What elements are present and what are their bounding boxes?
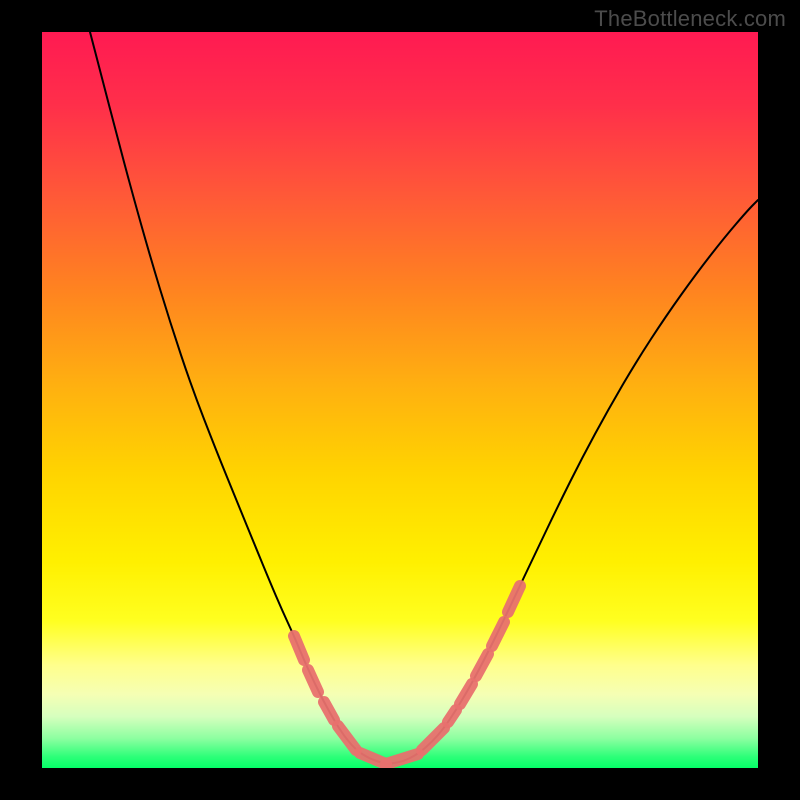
trough-segment [448, 710, 456, 722]
plot-area [42, 32, 758, 768]
watermark-text: TheBottleneck.com [594, 6, 786, 32]
gradient-background [42, 32, 758, 768]
chart-svg [42, 32, 758, 768]
chart-stage: TheBottleneck.com [0, 0, 800, 800]
